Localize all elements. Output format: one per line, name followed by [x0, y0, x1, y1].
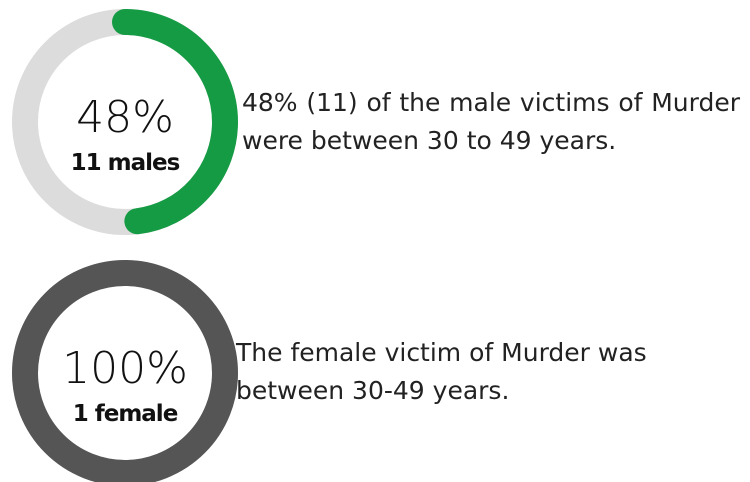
donut-segment — [12, 9, 238, 235]
annotation: 48% (11) of the male victims of Murder w… — [242, 88, 740, 155]
annotation: The female victim of Murder was between … — [236, 338, 647, 405]
center-value: 48% — [76, 92, 174, 143]
donut-segment — [12, 260, 238, 482]
center-value: 100% — [62, 343, 188, 394]
center-subtitle: 11 males — [71, 150, 180, 176]
center-subtitle: 1 female — [73, 401, 178, 427]
